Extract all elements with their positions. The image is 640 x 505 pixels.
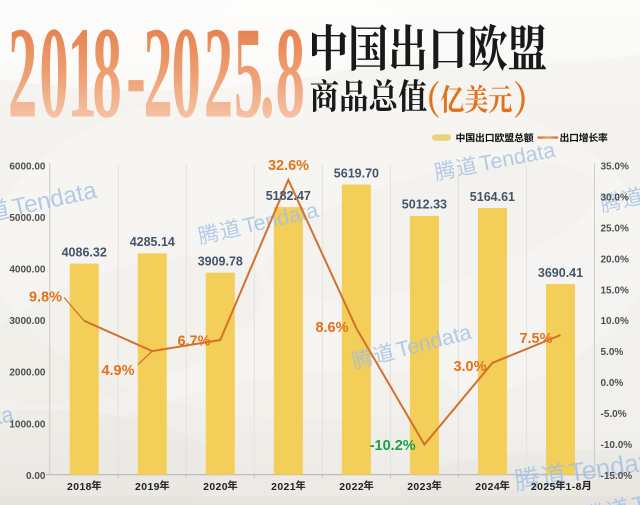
svg-text:3909.78: 3909.78 [198,255,243,269]
svg-text:2022: 2022 [339,482,364,493]
svg-text:2023: 2023 [407,482,432,493]
svg-text:2025: 2025 [531,482,556,493]
svg-text:4086.32: 4086.32 [62,245,107,259]
svg-text:7.5%: 7.5% [519,331,552,347]
svg-text:5.0%: 5.0% [601,347,624,358]
svg-text:2020: 2020 [203,482,228,493]
svg-text:0.00: 0.00 [26,471,46,482]
svg-text:-10.0%: -10.0% [601,440,633,451]
svg-text:2019: 2019 [135,482,160,493]
svg-text:25.0%: 25.0% [601,223,629,234]
svg-text:4000.00: 4000.00 [9,265,46,276]
svg-text:8.6%: 8.6% [315,320,348,336]
svg-text:-15.0%: -15.0% [601,471,633,482]
svg-text:6000.00: 6000.00 [9,162,46,173]
svg-text:3690.41: 3690.41 [538,266,583,280]
svg-text:15.0%: 15.0% [601,285,629,296]
svg-text:5012.33: 5012.33 [402,198,447,212]
svg-text:2018: 2018 [67,482,92,493]
svg-text:3.0%: 3.0% [453,359,486,375]
svg-text:5000.00: 5000.00 [9,213,46,224]
svg-text:2000.00: 2000.00 [9,368,46,379]
svg-text:5619.70: 5619.70 [334,166,379,180]
svg-text:30.0%: 30.0% [601,193,629,204]
svg-text:2018-2025.8: 2018-2025.8 [8,0,305,145]
svg-text:5164.61: 5164.61 [470,190,515,204]
svg-text:10.0%: 10.0% [601,316,629,327]
svg-text:1-8: 1-8 [566,482,582,493]
svg-text:2021: 2021 [271,482,296,493]
svg-text:-10.2%: -10.2% [370,438,416,454]
svg-text:5182.47: 5182.47 [266,189,311,203]
svg-text:4.9%: 4.9% [101,363,134,379]
svg-text:4285.14: 4285.14 [130,235,175,249]
svg-text:2024: 2024 [475,482,500,493]
svg-text:-5.0%: -5.0% [601,409,627,420]
svg-text:20.0%: 20.0% [601,254,629,265]
svg-text:3000.00: 3000.00 [9,316,46,327]
svg-text:35.0%: 35.0% [601,162,629,173]
svg-text:1000.00: 1000.00 [9,419,46,430]
svg-text:32.6%: 32.6% [268,158,309,174]
svg-text:0.0%: 0.0% [601,378,624,389]
svg-text:9.8%: 9.8% [29,290,62,306]
svg-text:6.7%: 6.7% [177,334,210,350]
